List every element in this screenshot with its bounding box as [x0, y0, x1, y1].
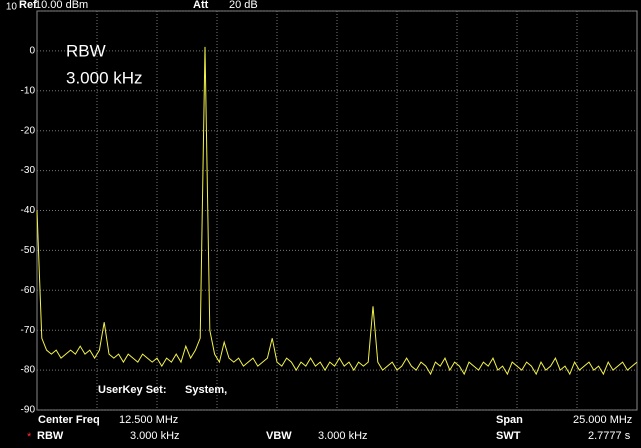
userkey-value: System,: [185, 384, 227, 396]
center-freq-value: 12.500 MHz: [119, 414, 178, 426]
vbw-value: 3.000 kHz: [318, 430, 368, 442]
ref-label: Ref: [19, 0, 37, 11]
trace: [36, 46, 638, 376]
y-tick-label: -60: [21, 285, 36, 296]
y-tick-label: -90: [21, 405, 36, 416]
y-tick-label: -70: [21, 325, 36, 336]
y-tick-label: -80: [21, 365, 36, 376]
center-freq-label: Center Freq: [38, 414, 100, 426]
ref-value: 10.00 dBm: [35, 0, 88, 11]
y-tick-label: -30: [21, 165, 36, 176]
swt-value: 2.7777 s: [588, 430, 631, 442]
rbw-overlay-value: 3.000 kHz: [66, 68, 143, 87]
rbw-flag: *: [27, 431, 32, 443]
y-tick-label: -50: [21, 245, 36, 256]
att-label: Att: [193, 0, 209, 11]
rbw-overlay-label: RBW: [66, 41, 106, 60]
span-label: Span: [496, 414, 523, 426]
y-tick-label: -20: [21, 125, 36, 136]
swt-label: SWT: [496, 430, 521, 442]
rbw-value: 3.000 kHz: [130, 430, 180, 442]
plot: [36, 10, 638, 411]
y-tick-label: -40: [21, 205, 36, 216]
rbw-label: RBW: [37, 430, 64, 442]
y-tick-label: 0: [29, 46, 35, 57]
userkey-label: UserKey Set:: [98, 384, 166, 396]
span-value: 25.000 MHz: [573, 414, 632, 426]
y-tick-label: 10: [6, 2, 18, 13]
vbw-label: VBW: [266, 430, 292, 442]
y-tick-label: -10: [21, 85, 36, 96]
att-value: 20 dB: [229, 0, 258, 11]
